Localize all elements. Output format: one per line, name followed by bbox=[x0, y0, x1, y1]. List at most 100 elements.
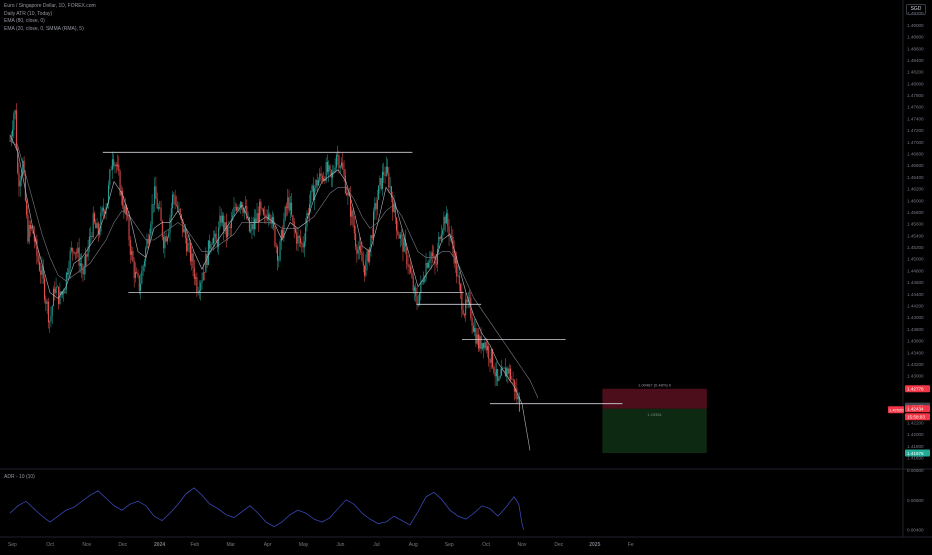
atr-indicator-label[interactable]: Daily ATR (10, Today) bbox=[4, 10, 53, 17]
candle-body bbox=[334, 167, 336, 171]
candle-body bbox=[187, 243, 189, 252]
candle-body bbox=[351, 210, 353, 217]
candle-body bbox=[97, 223, 99, 235]
candle-body bbox=[142, 266, 144, 271]
candle-body bbox=[280, 230, 282, 242]
time-tick-label: Apr bbox=[264, 542, 272, 548]
candle-body bbox=[329, 165, 331, 170]
candle-body bbox=[358, 245, 360, 250]
candle-body bbox=[218, 227, 220, 247]
time-tick-label: Nov bbox=[82, 542, 91, 548]
candle-body bbox=[381, 171, 383, 189]
candle-body bbox=[163, 236, 165, 249]
stop-zone-label: 1.00487 (0.48%) 0 bbox=[638, 383, 672, 388]
candle-body bbox=[177, 205, 179, 210]
candle-body bbox=[362, 261, 364, 266]
candle-body bbox=[215, 233, 217, 242]
candle-body bbox=[479, 336, 481, 349]
candle-body bbox=[54, 288, 56, 294]
candle-body bbox=[453, 248, 455, 264]
candle-body bbox=[289, 202, 291, 211]
candle-body bbox=[200, 282, 202, 291]
candle-body bbox=[338, 155, 340, 168]
candle-body bbox=[81, 263, 83, 269]
adr-line[interactable] bbox=[9, 487, 524, 530]
price-tag bbox=[905, 385, 930, 393]
candle-body bbox=[321, 176, 323, 181]
candle-body bbox=[250, 230, 252, 232]
candle-body bbox=[172, 194, 174, 209]
price-tick-label: 1.43000 bbox=[907, 374, 924, 379]
price-tick-label: 1.44000 bbox=[907, 315, 924, 320]
price-tick-label: 1.48800 bbox=[907, 35, 924, 40]
price-tick-label: 1.43200 bbox=[907, 362, 924, 367]
take-profit-zone[interactable] bbox=[602, 408, 707, 454]
candle-body bbox=[173, 194, 175, 197]
candle-body bbox=[314, 188, 316, 200]
candle-body bbox=[160, 208, 162, 222]
candle-body bbox=[156, 198, 158, 209]
candle-body bbox=[384, 174, 386, 176]
price-tick-label: 1.48600 bbox=[907, 46, 924, 51]
ema-80-indicator-label[interactable]: EMA (80, close, 0) bbox=[4, 18, 45, 24]
ema-20-indicator-label[interactable]: EMA (20, close, 0, SMMA (RMA), 5) bbox=[4, 25, 84, 32]
candle-body bbox=[206, 254, 208, 266]
candle-body bbox=[282, 230, 284, 238]
ema-20-line[interactable] bbox=[9, 134, 531, 451]
price-tick-label: 1.43400 bbox=[907, 350, 924, 355]
candle-body bbox=[82, 268, 84, 275]
candle-body bbox=[27, 215, 29, 242]
candle-body bbox=[76, 252, 78, 254]
candle-body bbox=[292, 215, 294, 222]
ema-80-line[interactable] bbox=[9, 140, 539, 398]
candle-body bbox=[499, 375, 501, 378]
candle-body bbox=[99, 231, 101, 235]
candle-body bbox=[21, 174, 23, 181]
candle-body bbox=[188, 242, 190, 244]
candle-body bbox=[456, 256, 458, 277]
time-tick-label: Nov bbox=[518, 542, 527, 548]
price-tick-label: 1.44600 bbox=[907, 280, 924, 285]
candle-body bbox=[189, 242, 191, 262]
candle-body bbox=[328, 165, 330, 172]
time-tick-label: May bbox=[299, 542, 309, 548]
candle-body bbox=[457, 275, 459, 277]
candle-body bbox=[181, 214, 183, 219]
candle-body bbox=[429, 259, 431, 263]
candle-body bbox=[18, 172, 20, 187]
candle-body bbox=[261, 208, 263, 210]
currency-badge[interactable]: SGD bbox=[906, 4, 926, 15]
candle-body bbox=[92, 213, 94, 238]
candle-body bbox=[447, 213, 449, 227]
price-tag-label: 1.42776 bbox=[907, 387, 924, 392]
candle-body bbox=[204, 272, 206, 273]
candle-body bbox=[134, 271, 136, 278]
candle-body bbox=[245, 205, 247, 209]
candle-body bbox=[463, 314, 465, 316]
candle-body bbox=[191, 253, 193, 262]
candle-body bbox=[317, 180, 319, 186]
candle-body bbox=[151, 204, 153, 225]
stop-loss-zone[interactable] bbox=[602, 388, 707, 409]
candle-body bbox=[469, 297, 471, 299]
candle-body bbox=[435, 264, 437, 265]
candle-body bbox=[110, 169, 112, 171]
candle-body bbox=[109, 169, 111, 186]
candle-body bbox=[364, 265, 366, 276]
candle-body bbox=[319, 173, 321, 181]
candle-body bbox=[346, 193, 348, 196]
candle-body bbox=[461, 291, 463, 310]
candle-body bbox=[193, 268, 195, 279]
candle-body bbox=[310, 191, 312, 205]
candle-body bbox=[198, 290, 200, 293]
time-tick-label: Dec bbox=[554, 542, 563, 548]
candle-body bbox=[380, 178, 382, 189]
candle-body bbox=[501, 368, 503, 376]
candle-body bbox=[379, 178, 381, 186]
candle-body bbox=[355, 233, 357, 247]
candle-body bbox=[237, 207, 239, 211]
candle-body bbox=[90, 235, 92, 237]
candle-body bbox=[503, 367, 505, 369]
